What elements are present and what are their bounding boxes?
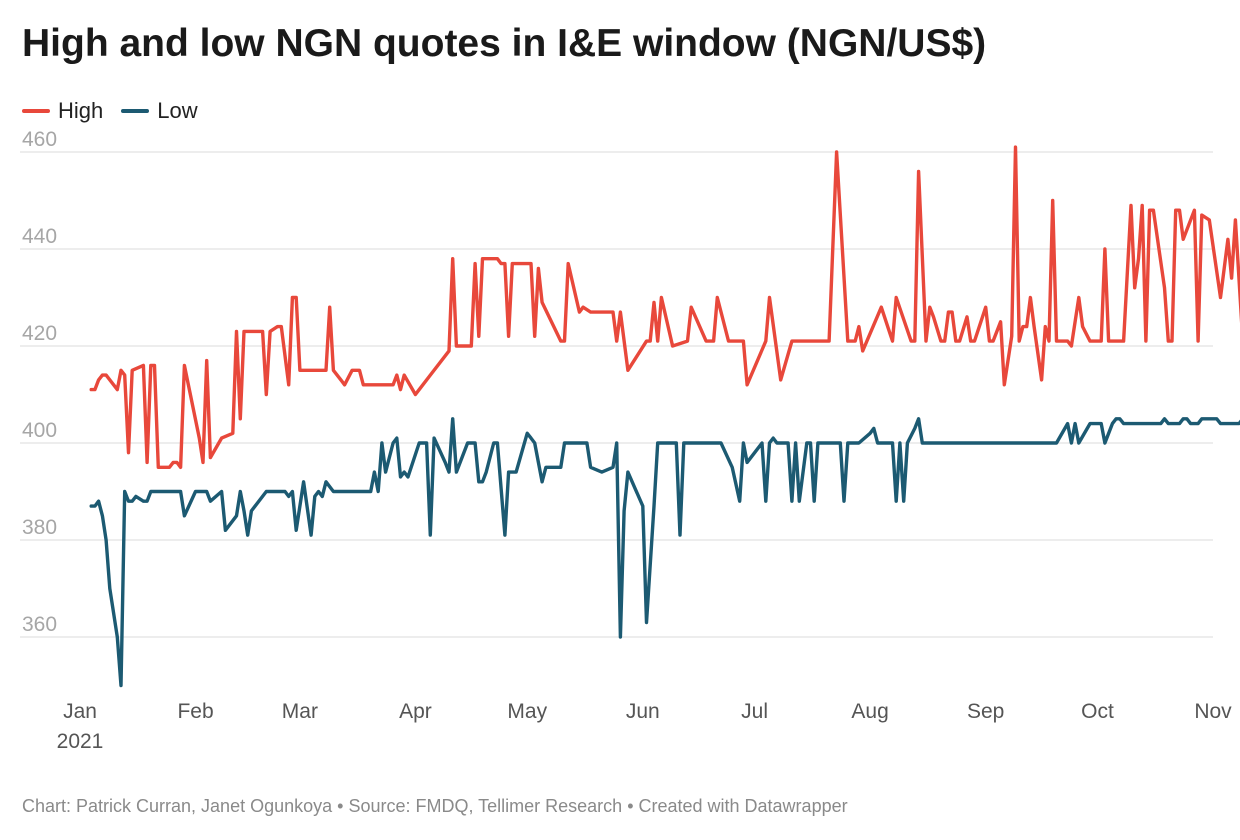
x-tick-label: May <box>507 700 547 723</box>
chart-title: High and low NGN quotes in I&E window (N… <box>22 22 987 65</box>
x-tick-label: Jun <box>626 700 660 723</box>
x-tick-label: Apr <box>399 700 432 723</box>
legend-label-low: Low <box>157 98 198 123</box>
y-tick-label: 360 <box>22 613 57 636</box>
legend-swatch-low <box>121 109 150 113</box>
chart-footer: Chart: Patrick Curran, Janet Ogunkoya • … <box>22 796 848 816</box>
series-line-high <box>89 145 1240 469</box>
chart-legend: High Low <box>22 98 198 124</box>
y-tick-label: 460 <box>22 128 57 151</box>
x-tick-year-label: 2021 <box>57 730 104 753</box>
legend-item-low: Low <box>121 98 198 124</box>
x-tick-label: Nov <box>1194 700 1232 723</box>
series-line-low <box>89 417 1240 688</box>
x-tick-label: Aug <box>851 700 888 723</box>
y-tick-label: 380 <box>22 516 57 539</box>
x-tick-label: Oct <box>1081 700 1114 723</box>
y-tick-label: 440 <box>22 225 57 248</box>
x-tick-label: Jan <box>63 700 97 723</box>
x-tick-label: Feb <box>177 700 213 723</box>
legend-label-high: High <box>58 98 104 123</box>
x-tick-label: Jul <box>741 700 768 723</box>
legend-item-high: High <box>22 98 103 124</box>
x-tick-label: Sep <box>967 700 1004 723</box>
y-tick-label: 420 <box>22 322 57 345</box>
y-tick-label: 400 <box>22 419 57 442</box>
x-tick-label: Mar <box>282 700 318 723</box>
legend-swatch-high <box>22 109 50 113</box>
